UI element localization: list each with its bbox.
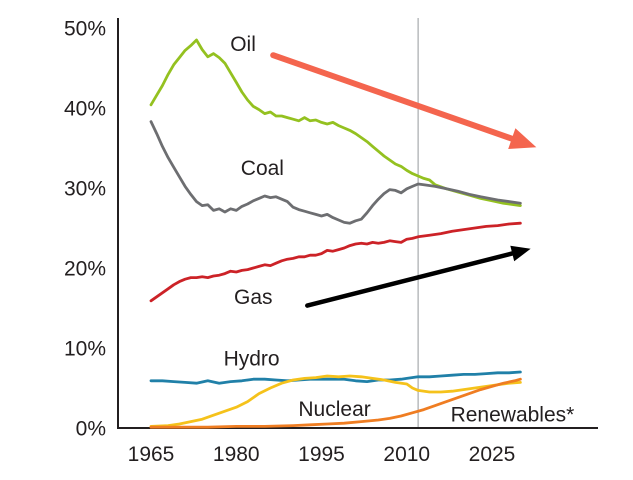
series-line-coal [149,120,522,225]
declining-trend-arrow-head [508,128,537,149]
series-line-gas [149,221,522,303]
y-tick-label: 0% [76,418,106,441]
x-tick-label: 1965 [128,443,175,466]
x-tick-label: 1980 [213,443,260,466]
series-line-renewables [149,377,522,429]
x-tick-label: 2025 [469,443,516,466]
x-tick-label: 2010 [383,443,430,466]
y-tick-label: 30% [64,178,106,201]
y-tick-label: 20% [64,258,106,281]
declining-trend-arrow-shaft [270,52,517,143]
y-tick-label: 40% [64,98,106,121]
y-tick-label: 10% [64,338,106,361]
hydro-label: Hydro [224,347,280,370]
rising-trend-arrow-shaft [305,250,517,308]
series-line-hydro [149,370,522,385]
gas-label: Gas [234,286,273,309]
series-line-oil [149,38,522,208]
nuclear-label: Nuclear [298,398,370,421]
oil-label: Oil [230,33,256,56]
coal-label: Coal [241,157,284,180]
y-tick-label: 50% [64,18,106,41]
series-line-nuclear [149,374,522,428]
x-tick-label: 1995 [298,443,345,466]
rising-trend-arrow-head [510,245,531,262]
renewables-label: Renewables* [451,403,575,426]
